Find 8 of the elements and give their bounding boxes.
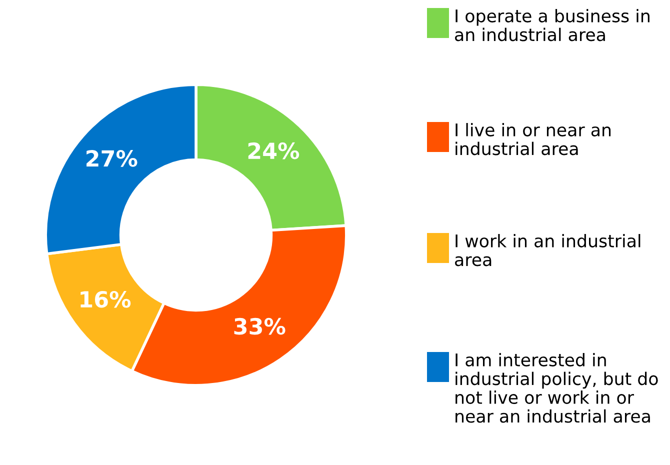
legend-label: I live in or near an industrial area (456, 123, 611, 156)
legend-label: I operate a business in an industrial area (455, 9, 650, 42)
legend-label: I work in an industrial area (455, 234, 640, 266)
data-label: 27% (86, 150, 138, 167)
data-label: 24% (248, 142, 300, 160)
data-label: 33% (234, 318, 286, 335)
data-label: 16% (80, 290, 131, 308)
legend-label: I am interested in industrial policy, but do not live or work in or near an industrial area (456, 353, 658, 423)
